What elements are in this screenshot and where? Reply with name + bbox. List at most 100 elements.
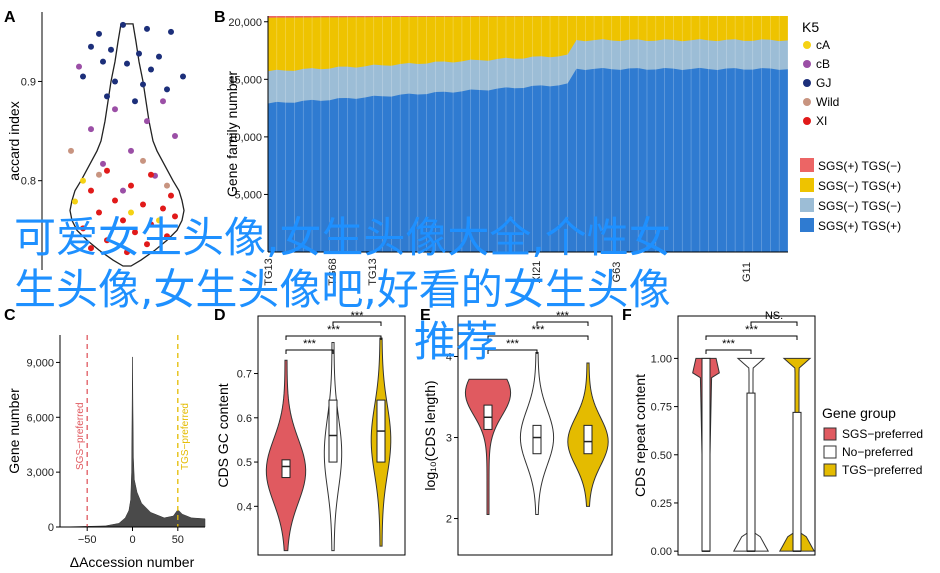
legend-label: No−preferred	[842, 445, 913, 459]
y-axis-title: CDS repeat content	[632, 374, 648, 497]
significance-label: ***	[351, 310, 365, 322]
scatter-point-cb	[120, 187, 126, 194]
y-tick-label: 0.9	[21, 76, 36, 88]
scatter-point-xi	[88, 187, 94, 194]
legend-label-cb: cB	[816, 57, 830, 71]
significance-bracket	[487, 349, 538, 354]
legend-swatch-ca	[803, 41, 811, 49]
scatter-point-gj	[80, 73, 86, 80]
significance-label: ***	[745, 324, 759, 336]
scatter-point-gj	[88, 43, 94, 50]
y-tick-label: 0.7	[237, 369, 252, 381]
scatter-point-gj	[156, 53, 162, 60]
scatter-point-cb	[144, 118, 150, 125]
scatter-point-xi	[104, 237, 110, 244]
x-tick-label: 0	[129, 534, 135, 546]
box-iqr	[328, 399, 338, 463]
y-tick-label: 0.5	[237, 457, 252, 469]
scatter-point-wild	[96, 171, 102, 178]
legend-swatch	[823, 463, 837, 477]
significance-label: ***	[532, 324, 546, 336]
scatter-point-cb	[76, 63, 82, 70]
x-tick-label: −50	[78, 534, 97, 546]
y-axis-title: log₁₀(CDS length)	[422, 380, 438, 490]
y-tick-label: 0.25	[651, 498, 672, 510]
scatter-point-xi	[168, 192, 174, 199]
scatter-point-cb	[172, 133, 178, 140]
scatter-point-wild	[68, 147, 74, 154]
scatter-point-xi	[104, 167, 110, 174]
scatter-point-gj	[100, 58, 106, 65]
scatter-point-xi	[132, 229, 138, 236]
y-tick-label: 0	[48, 522, 54, 534]
panel-letter-c: C	[4, 307, 16, 324]
scatter-point-gj	[164, 86, 170, 93]
scatter-point-ca	[72, 198, 78, 205]
panel-letter-f: F	[622, 307, 632, 324]
scatter-point-gj	[148, 66, 154, 73]
x-axis-title: ΔAccession number	[70, 554, 195, 570]
x-tick-label: TG13	[367, 258, 379, 286]
scatter-point-gj	[96, 30, 102, 37]
histogram-area	[59, 356, 206, 528]
significance-bracket	[487, 335, 589, 340]
panel-a-violin-scatter: 0.8 0.9 accard index	[6, 12, 186, 270]
legend-swatch-cb	[803, 60, 811, 68]
legend-title-k5: K5	[802, 19, 819, 35]
y-tick-label: 0.00	[651, 546, 672, 558]
y-tick-label: 6,000	[26, 412, 54, 424]
legend-swatch	[823, 427, 837, 441]
scatter-point-xi	[172, 213, 178, 220]
y-axis-title: accard index	[6, 101, 22, 180]
y-tick-label: 0.50	[651, 450, 672, 462]
plot-frame	[677, 315, 816, 556]
scatter-point-gj	[168, 28, 174, 35]
reference-line-label: TGS−preferred	[180, 403, 191, 470]
significance-bracket	[750, 321, 798, 326]
legend-title-gene-group: Gene group	[822, 405, 896, 421]
scatter-point-cb	[128, 147, 134, 154]
x-tick-label: G11	[741, 262, 753, 282]
scatter-point-xi	[88, 245, 94, 252]
significance-label: NS.	[765, 310, 783, 322]
legend-label: SGS(−) TGS(+)	[818, 179, 901, 193]
scatter-point-gj	[120, 21, 126, 28]
scatter-point-xi	[148, 221, 154, 228]
y-tick-label: 4	[446, 352, 452, 364]
panel-c-histogram: SGS−preferred TGS−preferred 0 3,000 6,000 9,0…	[6, 335, 206, 570]
violin-outline	[69, 23, 185, 267]
legend-label-gj: GJ	[816, 76, 831, 90]
significance-label: ***	[556, 310, 570, 322]
box-iqr	[532, 424, 542, 455]
scatter-point-xi	[148, 171, 154, 178]
y-tick-label: 0.4	[237, 501, 252, 513]
y-axis-title: CDS GC content	[215, 383, 231, 487]
scatter-point-gj	[112, 78, 118, 85]
box-iqr	[746, 392, 756, 552]
scatter-point-xi	[120, 217, 126, 224]
x-tick-label: 50	[172, 534, 184, 546]
scatter-point-gj	[124, 60, 130, 67]
violin-sgs−preferred	[464, 378, 512, 515]
panel-e-length-violin: 2 3 4 log₁₀(CDS length) *** *** ***	[422, 310, 613, 556]
y-tick-label: 10,000	[228, 132, 262, 144]
legend-swatch-gj	[803, 79, 811, 87]
scatter-point-xi	[140, 201, 146, 208]
scatter-point-ca	[128, 209, 134, 216]
scatter-point-gj	[140, 81, 146, 88]
plot-frame	[457, 315, 613, 556]
scatter-point-gj	[132, 98, 138, 105]
plot-frame	[257, 315, 406, 556]
legend-label: TGS−preferred	[842, 463, 922, 477]
legend-label-ca: cA	[816, 38, 830, 52]
significance-label: ***	[722, 338, 736, 350]
box-iqr	[583, 424, 593, 455]
legend-label: SGS(−) TGS(−)	[818, 199, 901, 213]
y-axis-title: Gene family number	[224, 71, 240, 197]
legend-swatch	[800, 158, 814, 172]
y-tick-label: 9,000	[26, 357, 54, 369]
y-tick-label: 0.6	[237, 413, 252, 425]
panel-letter-d: D	[214, 307, 226, 324]
scatter-point-xi	[160, 205, 166, 212]
